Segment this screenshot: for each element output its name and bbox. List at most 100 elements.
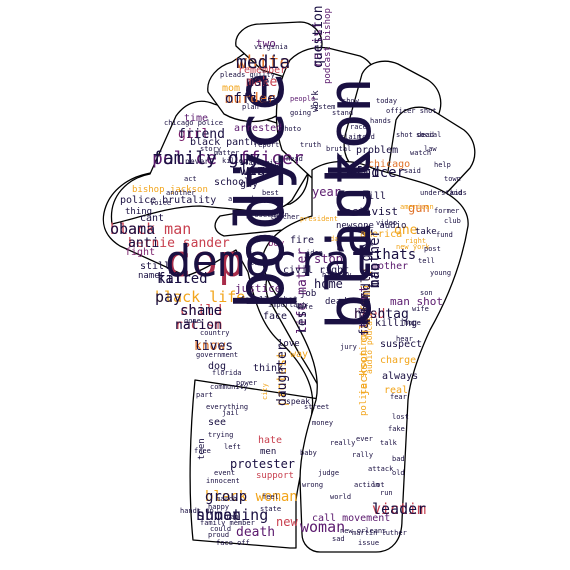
cloud-word: state [260,505,282,513]
cloud-word: gone [184,317,201,325]
cloud-word: hands up [180,507,214,515]
cloud-word: around [228,195,254,203]
cloud-word: really [330,439,356,447]
cloud-word: family member [200,519,255,527]
cloud-word: town [444,175,461,183]
cloud-word: suspect [380,339,423,350]
cloud-word: happy [208,503,230,511]
cloud-word: job [300,289,317,299]
cloud-word: chicago [368,159,411,170]
cloud-word: photo [280,125,302,133]
cloud-word: stand [332,109,354,117]
cloud-word: teacher [270,213,300,221]
cloud-word: action [354,481,380,489]
cloud-word: home [314,277,343,291]
cloud-word: right [405,237,427,245]
cloud-word: justice [235,282,282,295]
cloud-word: martin luther [352,529,407,537]
cloud-word: talk [380,439,397,447]
cloud-word: proud [208,531,230,539]
cloud-word: handle guy [359,239,373,312]
cloud-word: face off [216,539,250,547]
cloud-word: use [246,75,270,90]
cloud-word: social [416,131,442,139]
cloud-word: matter [214,149,240,157]
cloud-word: remember [238,65,287,76]
cloud-word: time [184,113,209,124]
cloud-word: race [350,123,367,131]
cloud-word: help [434,161,451,169]
cloud-word: fatally shot [240,295,298,304]
cloud-word: young [430,269,452,277]
cloud-word: best [262,189,279,197]
cloud-word: white [236,52,291,73]
cloud-word: hashtag [354,307,409,322]
cloud-word: club [444,217,461,225]
cloud-word: always [382,371,419,382]
cloud-word: killer [222,157,248,165]
cloud-word: street [304,403,330,411]
cloud-word: free [194,447,211,455]
cloud-word: story [200,145,222,153]
cloud-word: american [400,203,434,211]
cloud-word: lot [372,481,385,489]
cloud-word: call movement [312,513,391,524]
cloud-word: could [210,525,232,533]
cloud-word: understand [420,189,463,197]
cloud-word: think [253,363,284,374]
cloud-word: community [210,383,248,391]
cloud-word: florida [212,369,242,377]
cloud-word: fake [388,425,405,433]
fist-back-of-hand [262,160,469,553]
cloud-word: men [260,447,277,457]
cloud-word: tell [418,257,435,265]
cloud-word: shot dead [396,131,434,139]
cloud-word: rally [352,451,374,459]
cloud-word: hate [258,435,283,446]
cloud-word: mom [222,83,241,94]
cloud-word: left [224,443,241,451]
cloud-word: new [276,515,298,529]
cloud-word: law [424,145,437,153]
cloud-word: problem [356,145,399,156]
cloud-word: question [311,5,326,68]
cloud-word: shooting [196,506,269,524]
cloud-word: black man [110,220,192,238]
cloud-word: dog [208,361,227,372]
cloud-word: make [246,75,278,90]
cloud-word: cop [165,236,245,287]
cloud-word: stop [314,252,343,266]
cloud-word: jury [340,343,357,351]
cloud-word: protester [230,457,296,471]
cloud-word: prosecutor [246,211,289,219]
cloud-word: black girl [240,159,283,167]
cloud-word: officer shot [386,107,437,115]
cloud-word: human [196,506,242,524]
cloud-word: know [194,339,226,354]
cloud-word: become [250,197,276,205]
cloud-word: day [330,235,343,243]
cloud-word: officer [346,165,406,181]
cloud-word: plan [242,103,259,111]
cloud-word: kind [346,165,380,181]
cloud-word: rest [295,302,310,334]
cloud-word: killing [375,318,418,329]
cloud-word: child [180,303,223,319]
cloud-word: baby [300,449,317,457]
cloud-word: guy [240,179,259,190]
cloud-word: still [140,261,171,272]
cloud-word: friend [178,127,225,142]
cloud-word: kids [450,189,467,197]
cloud-word: arrested [234,123,283,134]
cloud-word: run [380,489,393,497]
cloud-word: thats [374,247,417,263]
cloud-word: told [358,133,375,141]
cloud-word: hear [396,335,413,343]
cloud-word: truth [300,141,322,149]
cloud-word: voice [150,199,172,207]
cloud-word: dead [325,297,347,307]
cloud-word: judge [318,469,340,477]
cloud-word: important [268,301,306,309]
cloud-word: life [296,303,313,311]
